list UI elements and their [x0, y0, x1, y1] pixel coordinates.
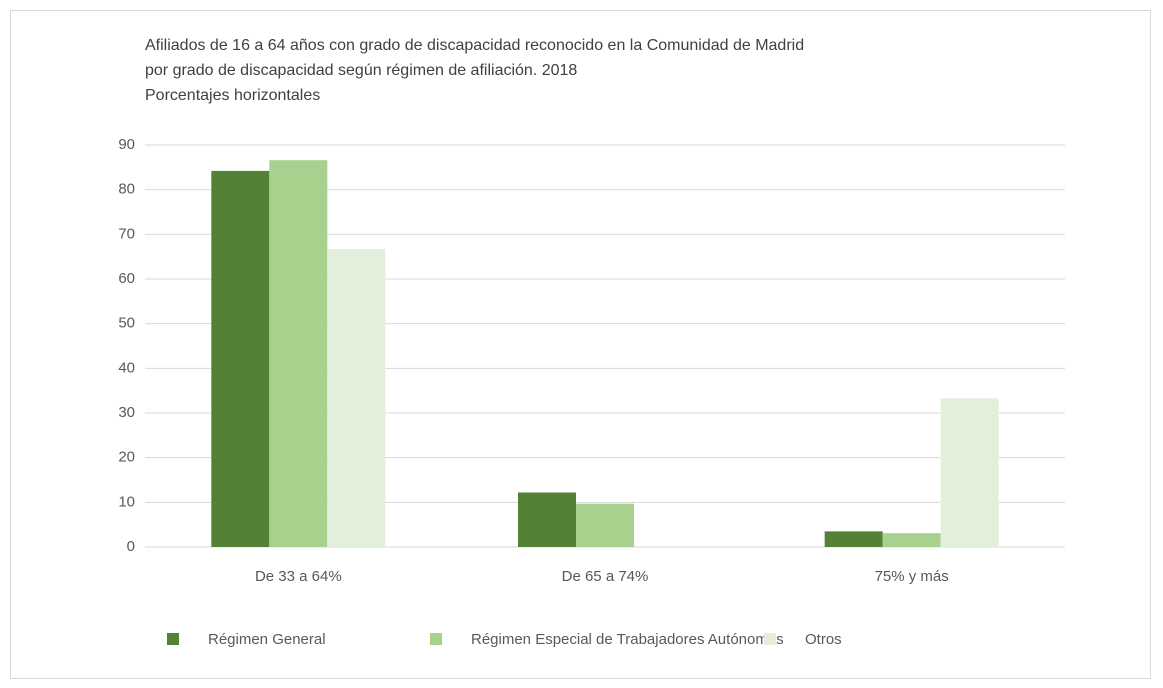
y-tick-label: 80 [118, 181, 135, 198]
y-tick-label: 50 [118, 315, 135, 332]
x-tick-label: De 65 a 74% [562, 568, 649, 585]
chart-title: Afiliados de 16 a 64 años con grado de d… [145, 37, 804, 54]
y-tick-label: 30 [118, 404, 135, 421]
y-tick-label: 40 [118, 359, 135, 376]
y-tick-label: 10 [118, 493, 135, 510]
legend-label: Otros [805, 631, 842, 648]
chart-title: por grado de discapacidad según régimen … [145, 62, 577, 79]
y-tick-label: 70 [118, 225, 135, 242]
bar [824, 531, 883, 547]
x-tick-label: 75% y más [875, 568, 949, 585]
bar [882, 533, 941, 547]
bar [327, 249, 386, 547]
legend-swatch [167, 633, 179, 645]
legend-label: Régimen Especial de Trabajadores Autónom… [471, 631, 784, 648]
legend-label: Régimen General [208, 631, 326, 648]
chart-frame [10, 10, 1151, 679]
chart-subtitle: Porcentajes horizontales [145, 87, 320, 104]
bar [518, 492, 576, 547]
y-tick-label: 90 [118, 136, 135, 153]
bar [269, 160, 328, 548]
bar [576, 503, 634, 547]
y-tick-label: 0 [127, 538, 135, 555]
legend-swatch [764, 633, 776, 645]
y-tick-label: 20 [118, 449, 135, 466]
y-tick-label: 60 [118, 270, 135, 287]
bar [211, 170, 270, 547]
legend-swatch [430, 633, 442, 645]
bar [940, 398, 999, 547]
x-tick-label: De 33 a 64% [255, 568, 342, 585]
